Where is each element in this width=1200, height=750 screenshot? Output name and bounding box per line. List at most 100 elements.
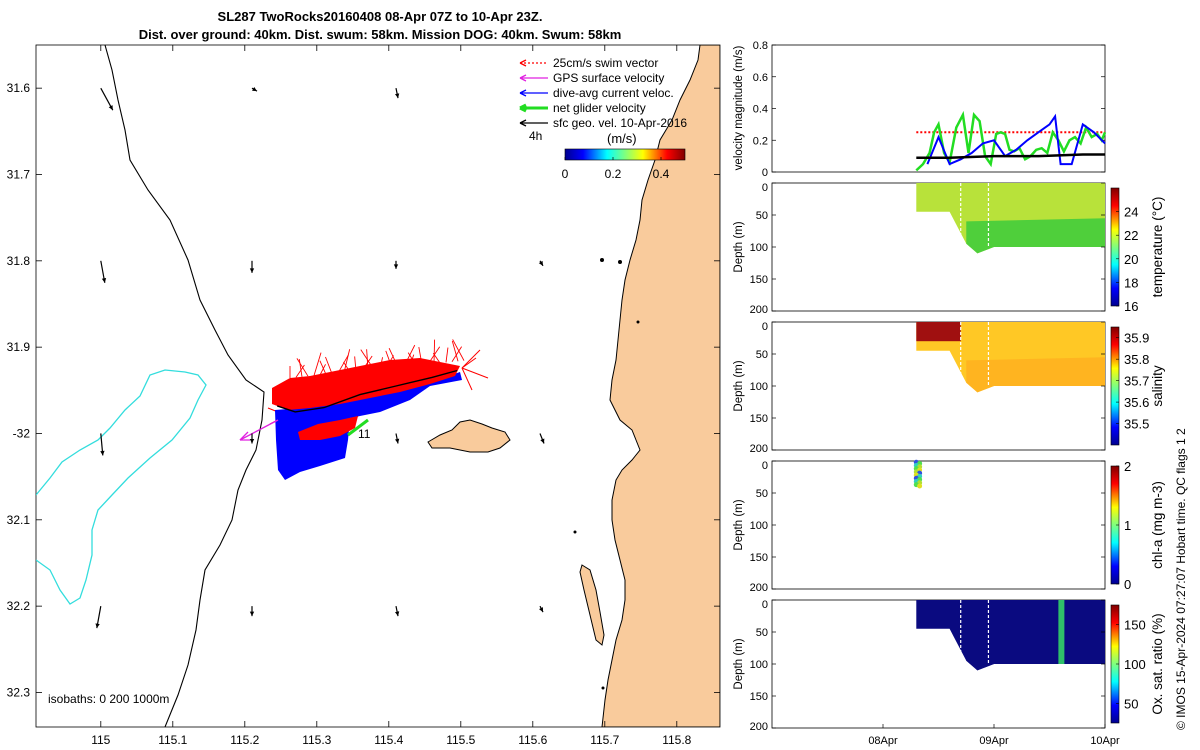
- geo-arrow-head: [100, 450, 105, 456]
- velocity-ytick-label: 0.8: [753, 40, 768, 52]
- swim-vector: [319, 360, 327, 375]
- isobath-1000m: [104, 45, 265, 727]
- swim-vector: [319, 364, 326, 376]
- credit-line: © IMOS 15-Apr-2024 07:27:07 Hobart time.…: [1174, 428, 1188, 730]
- section-deep-fill: [966, 635, 1105, 671]
- section-colorbar-tick-label: 35.7: [1124, 374, 1149, 389]
- swim-vector: [461, 367, 489, 379]
- section-colorbar-tick-label: 35.9: [1124, 331, 1149, 346]
- section-ytick-label: 0: [762, 599, 768, 611]
- section-ylabel: Depth (m): [733, 221, 745, 272]
- chl-sample: [917, 483, 923, 489]
- track-label: 11: [358, 427, 371, 441]
- geo-arrow-head: [538, 260, 543, 266]
- plot-title-line1: SL287 TwoRocks20160408 08-Apr 07Z to 10-…: [217, 9, 543, 24]
- section-salinity: 0 50 100 150 200 Depth (m) 35.5 35.6 35.7 35.8 35.…: [733, 321, 1165, 455]
- section-ytick-label: 100: [750, 242, 768, 254]
- section-ytick-label: 100: [750, 381, 768, 393]
- section-ytick-label: 150: [750, 552, 768, 564]
- section-colorbar-tick-label: 35.5: [1124, 417, 1149, 432]
- map-xtick-label: 115.8: [662, 733, 691, 747]
- section-colorbar-tick-label: 24: [1124, 205, 1138, 220]
- section-colorbar: [1110, 187, 1120, 307]
- swim-vector-field: [272, 358, 460, 410]
- colorbar-tick-label: 0: [562, 167, 569, 181]
- legend-label: sfc geo. vel. 10-Apr-2016: [553, 116, 687, 130]
- section-ylabel: Depth (m): [733, 360, 745, 411]
- section-ytick-label: 200: [750, 304, 768, 316]
- swim-vector: [325, 356, 333, 374]
- map-xtick-label: 115.2: [230, 733, 259, 747]
- islet: [601, 686, 605, 690]
- section-xtick-label: 08Apr: [868, 735, 898, 747]
- velocity-panel: 0 0.2 0.4 0.6 0.8 velocity magnitude (m/s): [733, 40, 1107, 179]
- velocity-ytick-label: 0: [762, 167, 768, 179]
- section-ytick-label: 150: [750, 274, 768, 286]
- section-ytick-label: 150: [750, 413, 768, 425]
- section-colorbar: [1110, 326, 1120, 446]
- map-ytick-label: -32: [13, 426, 31, 440]
- geo-arrow-head: [540, 438, 545, 444]
- velocity-ytick-label: 0.2: [753, 135, 768, 147]
- garden-island: [579, 564, 605, 646]
- map-xtick-label: 115.4: [374, 733, 403, 747]
- geo-arrow-head: [394, 93, 400, 99]
- rottnest-island: [427, 419, 511, 453]
- velocity-ytick-label: 0.6: [753, 72, 768, 84]
- section-colorbar-tick-label: 100: [1124, 657, 1146, 672]
- section-ytick-label: 0: [762, 182, 768, 194]
- geo-arrow-head: [108, 105, 113, 111]
- isobath-200m: [36, 369, 207, 605]
- glider-map: 11 115 115.1 115.2 115.3 115.4 115.5 115.6 115.…: [7, 44, 721, 747]
- swim-vector: [432, 352, 441, 364]
- isobath-label: isobaths: 0 200 1000m: [48, 692, 169, 706]
- glider-track: [276, 369, 458, 413]
- velocity-frame: [771, 44, 1106, 173]
- section-ytick-label: 50: [756, 210, 768, 222]
- section-colorbar-tick-label: 50: [1124, 696, 1138, 711]
- section-temperature: 0 50 100 150 200 Depth (m) 16 18 20 22 24 temperatu…: [733, 182, 1165, 316]
- section-colorbar-label: Ox. sat. ratio (%): [1150, 613, 1165, 714]
- gps-velocity-arrow: [239, 419, 279, 441]
- map-ytick-label: 31.7: [7, 167, 31, 181]
- section-oxygen-saturation: 0 50 100 150 200 Depth (m) 50 100 150 Ox. sat. ra…: [733, 599, 1165, 747]
- islet: [600, 258, 604, 262]
- section-colorbar-tick-label: 20: [1124, 252, 1138, 267]
- map-features: 11: [36, 45, 720, 727]
- map-ytick-label: 32.2: [7, 599, 31, 613]
- map-ytick-label: 31.8: [7, 254, 31, 268]
- section-ytick-label: 50: [756, 349, 768, 361]
- colorbar-label: (m/s): [607, 131, 637, 146]
- section-ytick-label: 0: [762, 321, 768, 333]
- geo-arrow-head: [249, 268, 255, 273]
- swim-vector: [445, 347, 449, 363]
- section-ytick-label: 200: [750, 443, 768, 455]
- map-xtick-label: 115.3: [302, 733, 331, 747]
- geo-vectors: [95, 86, 545, 629]
- map-colorbar: [564, 148, 686, 161]
- swim-vector: [461, 357, 477, 369]
- islet: [636, 320, 640, 324]
- swim-vector: [461, 349, 481, 369]
- legend-arrow-head: [519, 119, 527, 127]
- legend-arrow-head: [519, 89, 527, 97]
- section-surface-high: [916, 322, 961, 342]
- section-colorbar-tick-label: 2: [1124, 459, 1131, 474]
- section-xtick-label: 09Apr: [979, 735, 1009, 747]
- section-colorbar-tick-label: 35.8: [1124, 352, 1149, 367]
- islet: [618, 260, 622, 264]
- section-xtick-label: 10Apr: [1090, 735, 1120, 747]
- timeseries-panels: 0 0.2 0.4 0.6 0.8 velocity magnitude (m/s) 0…: [733, 40, 1165, 747]
- map-ytick-label: 31.9: [7, 340, 31, 354]
- legend-arrow-head: [519, 74, 527, 82]
- swim-vector: [295, 364, 305, 378]
- geo-arrow-head: [249, 438, 255, 444]
- section-colorbar-tick-label: 18: [1124, 275, 1138, 290]
- geo-arrow-head: [252, 86, 257, 92]
- section-oxygen-spike: [1058, 600, 1065, 664]
- section-colorbar-label: salinity: [1150, 365, 1165, 407]
- time-label: 4h: [529, 129, 542, 143]
- islet: [573, 530, 577, 534]
- velocity-series-line: [916, 153, 1105, 159]
